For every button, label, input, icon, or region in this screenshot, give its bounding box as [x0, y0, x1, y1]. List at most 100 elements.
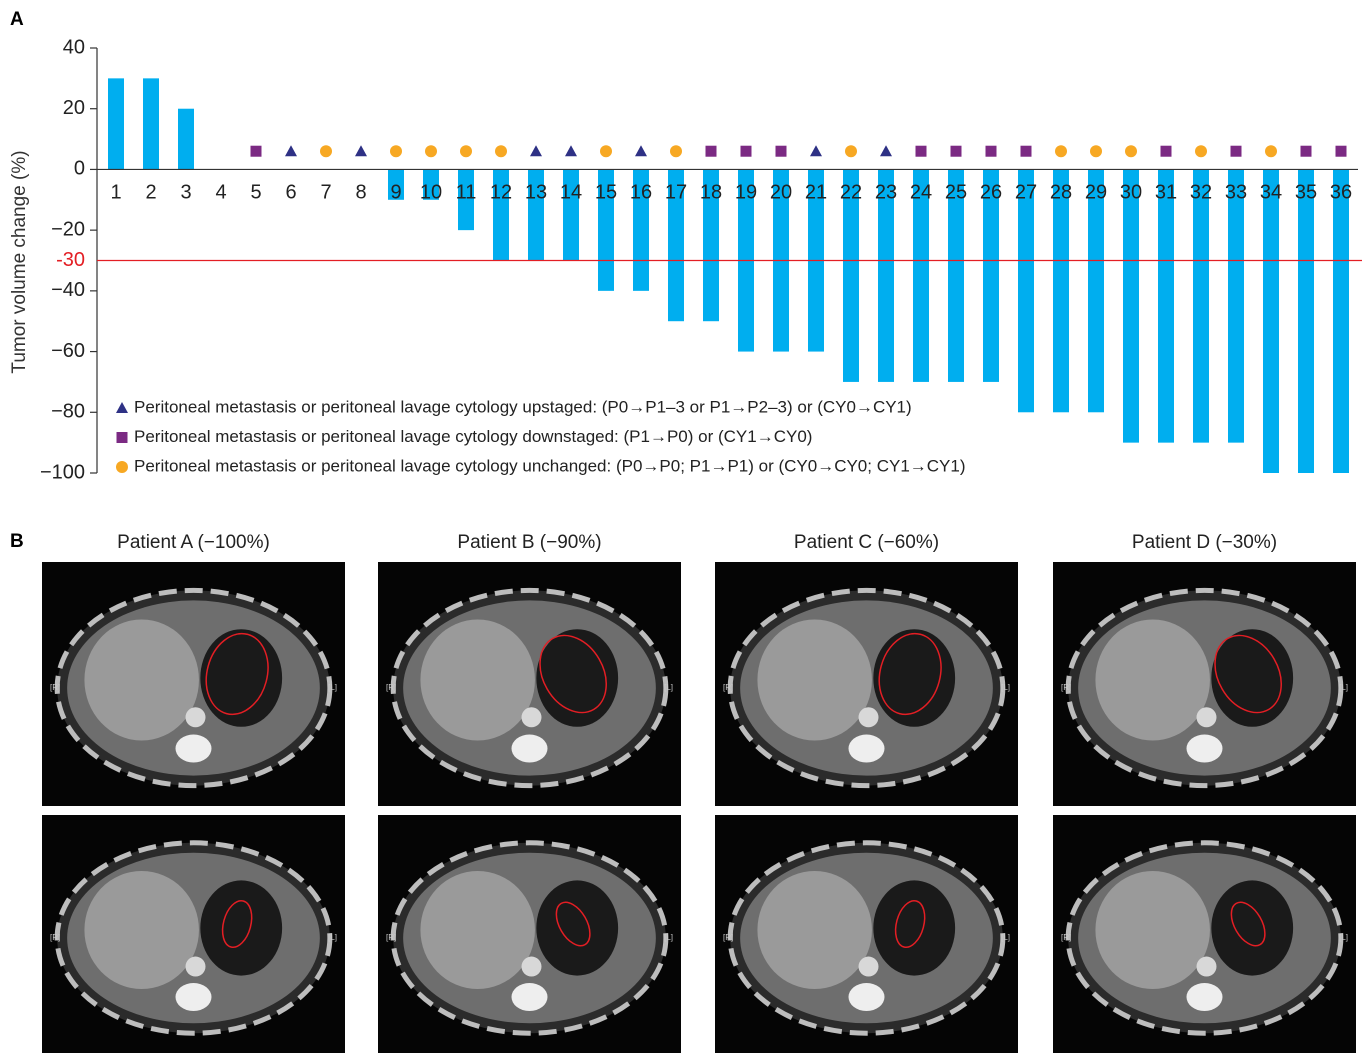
- status-marker: [670, 145, 682, 158]
- status-marker: [495, 145, 507, 158]
- legend-label: Peritoneal metastasis or peritoneal lava…: [134, 397, 912, 416]
- x-tick-label: 26: [980, 182, 1002, 204]
- ct-image: [R] [L]: [1053, 815, 1356, 1053]
- bar: [528, 169, 544, 261]
- x-tick-label: 18: [700, 182, 722, 204]
- image-title: Patient A (−100%): [117, 532, 270, 553]
- status-marker: [1265, 145, 1277, 158]
- ct-liver: [757, 619, 872, 741]
- ct-image: [R] [L]: [378, 562, 681, 806]
- tumor-contour: [1230, 901, 1266, 947]
- bar: [423, 169, 439, 200]
- ct-image: [R] [L]: [42, 562, 345, 806]
- bar: [1123, 169, 1139, 443]
- y-axis-label: Tumor volume change (%): [9, 150, 30, 373]
- x-tick-label: 2: [145, 182, 156, 204]
- ct-stomach: [200, 629, 283, 727]
- bar: [108, 78, 124, 170]
- bar: [388, 169, 404, 200]
- x-tick-label: 11: [456, 182, 477, 204]
- ct-image: [R] [L]: [1053, 562, 1356, 806]
- side-label: [L]: [664, 683, 673, 692]
- ct-aorta: [521, 956, 542, 977]
- ct-stomach: [1211, 880, 1294, 976]
- ct-spine: [848, 983, 885, 1012]
- status-marker: [1300, 145, 1312, 157]
- side-label: [L]: [1339, 933, 1348, 942]
- ct-liver: [757, 870, 872, 990]
- y-tick-label: 20: [63, 97, 85, 119]
- side-label: [R]: [723, 683, 733, 692]
- status-marker: [600, 145, 612, 158]
- x-tick-label: 15: [595, 182, 617, 204]
- tumor-contour: [539, 634, 607, 714]
- status-marker: [950, 145, 962, 157]
- status-marker: [915, 145, 927, 157]
- panel-label: A: [10, 9, 24, 30]
- bar: [843, 169, 859, 382]
- side-label: [R]: [50, 683, 60, 692]
- bar: [1333, 169, 1349, 473]
- ct-image: [R] [L]: [715, 562, 1018, 806]
- status-marker: [565, 145, 577, 157]
- bar: [178, 108, 194, 170]
- x-tick-label: 10: [420, 182, 442, 204]
- x-tick-label: 6: [285, 182, 296, 204]
- x-tick-label: 31: [1155, 182, 1177, 204]
- x-tick-label: 9: [390, 182, 401, 204]
- panel-label: B: [10, 531, 24, 552]
- status-marker: [425, 145, 437, 158]
- x-tick-label: 29: [1085, 182, 1107, 204]
- x-tick-label: 16: [630, 182, 652, 204]
- x-tick-label: 13: [525, 182, 547, 204]
- ct-liver: [84, 870, 199, 990]
- legend-marker: [116, 461, 128, 473]
- side-label: [R]: [386, 933, 396, 942]
- x-tick-label: 23: [875, 182, 897, 204]
- tumor-contour: [894, 899, 926, 949]
- status-marker: [320, 145, 332, 158]
- ct-aorta: [1196, 956, 1217, 977]
- status-marker: [285, 145, 297, 157]
- ct-liver: [84, 619, 199, 741]
- bar: [1228, 169, 1244, 443]
- ct-aorta: [858, 956, 879, 977]
- side-label: [L]: [664, 933, 673, 942]
- ct-stomach: [873, 629, 956, 727]
- side-label: [R]: [1061, 683, 1071, 692]
- bar: [1053, 169, 1069, 413]
- status-marker: [880, 145, 892, 157]
- status-marker: [775, 145, 787, 157]
- ct-spine: [1186, 734, 1223, 763]
- y-tick-label: −60: [51, 340, 85, 362]
- y-tick-label: −100: [40, 461, 85, 483]
- x-tick-label: 7: [320, 182, 331, 204]
- ct-spine: [848, 734, 885, 763]
- y-tick-label: −40: [51, 279, 85, 301]
- image-title: Patient B (−90%): [457, 532, 601, 553]
- ct-aorta: [185, 707, 206, 728]
- side-label: [L]: [328, 933, 337, 942]
- status-marker: [530, 145, 542, 157]
- status-marker: [1020, 145, 1032, 157]
- x-tick-label: 27: [1015, 182, 1037, 204]
- image-title: Patient D (−30%): [1132, 532, 1277, 553]
- status-marker: [985, 145, 997, 157]
- side-label: [R]: [723, 933, 733, 942]
- ct-image: [R] [L]: [715, 815, 1018, 1053]
- ct-stomach: [873, 880, 956, 976]
- x-tick-label: 24: [910, 182, 932, 204]
- y-tick-label: 0: [74, 158, 85, 180]
- y-tick-label: −20: [51, 218, 85, 240]
- bar: [493, 169, 509, 261]
- bar: [1088, 169, 1104, 413]
- x-tick-label: 5: [250, 182, 261, 204]
- status-marker: [1230, 145, 1242, 157]
- x-tick-label: 19: [735, 182, 757, 204]
- x-tick-label: 3: [180, 182, 191, 204]
- bar: [983, 169, 999, 382]
- x-tick-label: 35: [1295, 182, 1317, 204]
- legend-label: Peritoneal metastasis or peritoneal lava…: [134, 456, 966, 475]
- reference-label: -30: [56, 249, 85, 271]
- status-marker: [460, 145, 472, 158]
